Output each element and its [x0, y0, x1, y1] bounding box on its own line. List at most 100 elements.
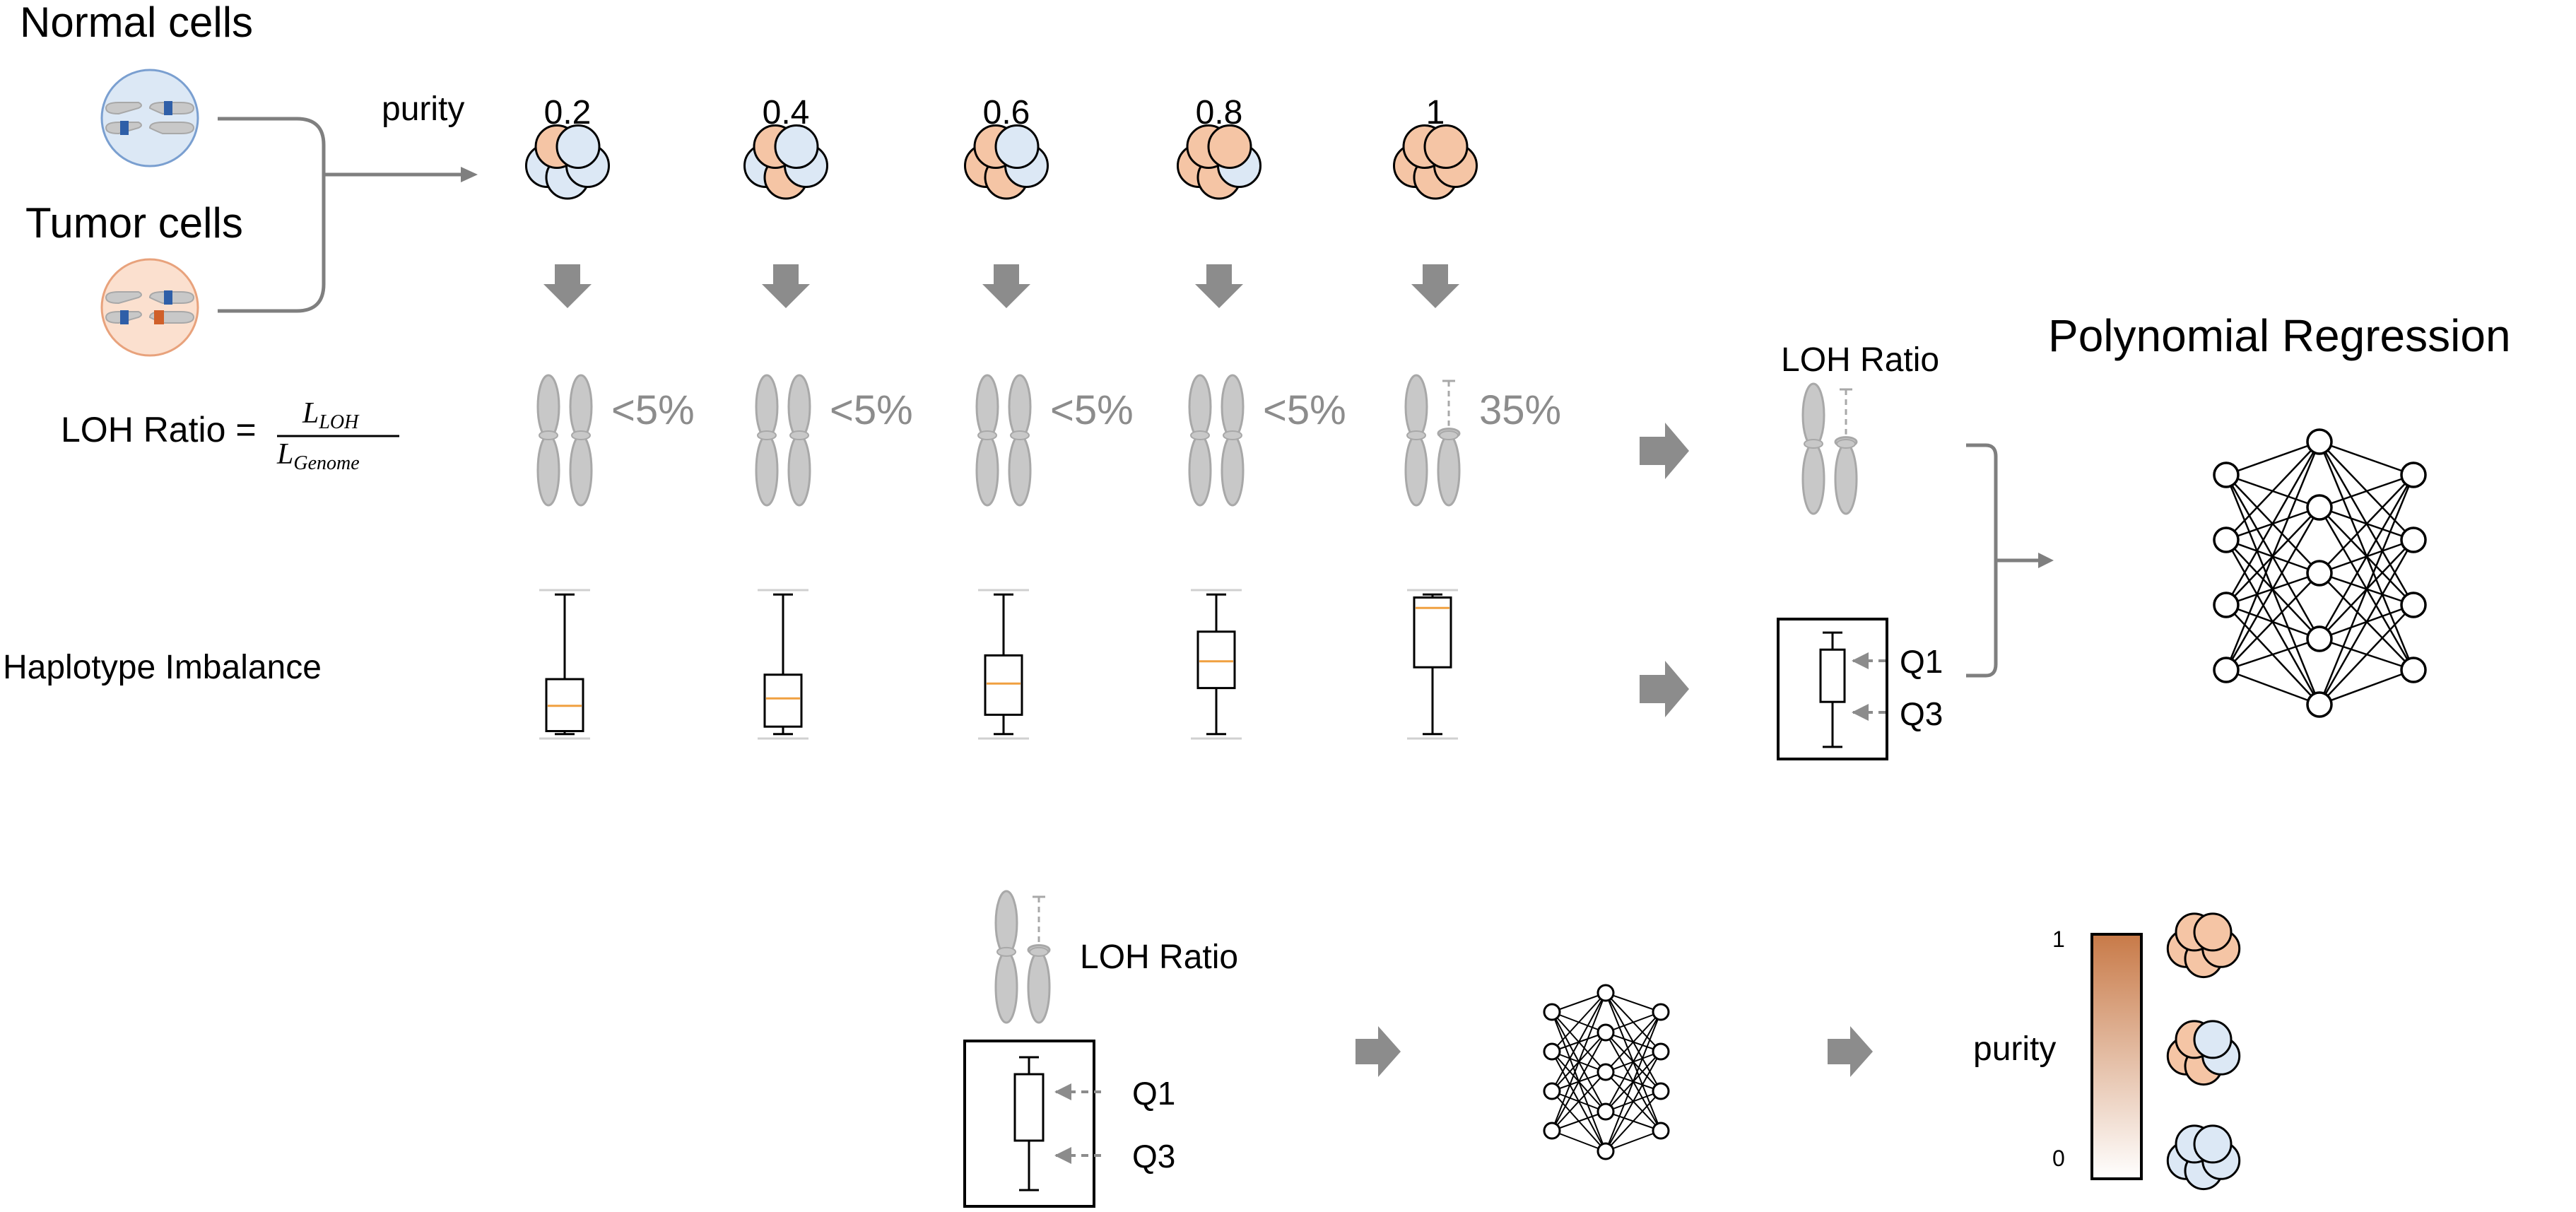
tumor-cell: [100, 258, 199, 357]
network-node: [1596, 1102, 1615, 1121]
network-node: [2400, 592, 2427, 618]
chromosome-arm: [1437, 434, 1461, 507]
loh-ratio-formula: LOH Ratio = LLOH LGenome: [61, 397, 399, 474]
feature-loh-ratio-label: LOH Ratio: [1781, 341, 1939, 379]
scale-max-label: 1: [2052, 926, 2065, 952]
network-edge: [1605, 1011, 1662, 1112]
chromosome-arm: [1801, 382, 1825, 448]
cell-mixture: [743, 124, 828, 200]
network-edge: [2225, 507, 2321, 671]
arrow-to-output: [1828, 1026, 1873, 1077]
network-node: [1596, 1142, 1615, 1160]
network-edge: [2225, 441, 2321, 606]
normal-cells-label: Normal cells: [20, 0, 253, 46]
network-node: [1596, 984, 1615, 1002]
network-node: [2306, 625, 2333, 652]
network-node: [1652, 1042, 1670, 1061]
network-edge: [2319, 669, 2414, 706]
output-purity-label: purity: [1973, 1030, 2056, 1068]
tumor-cells-label: Tumor cells: [25, 199, 243, 247]
feature-boxplot: [1819, 631, 1846, 748]
feature-loh-chromosome: [1801, 382, 1858, 515]
haplotype-imbalance-boxplot: [1407, 589, 1458, 740]
regression-bracket: [1966, 443, 2041, 678]
purity-column: 0.4<5%: [743, 94, 913, 740]
iqr-box: [1013, 1073, 1045, 1142]
feature-q3-label: Q3: [1900, 695, 1943, 732]
feature-q1-label: Q1: [1900, 643, 1943, 680]
cell-mixture: [1177, 124, 1261, 200]
normal-chromosome-pair: [105, 101, 195, 135]
purity-gradient-scale: [2090, 933, 2143, 1180]
chromosome-arm: [755, 374, 779, 440]
chromosome-arm: [1221, 374, 1245, 440]
network-nodes: [2213, 428, 2427, 718]
input-q3-pointer: [1054, 1147, 1102, 1164]
loh-percentage: <5%: [611, 387, 695, 433]
network-node: [1652, 1082, 1670, 1100]
quartile-boxplot: [1013, 1056, 1045, 1192]
normal-cell-dot: [555, 124, 601, 169]
loh-percentage: 35%: [1479, 387, 1561, 433]
mid-purity-cells: [2166, 1020, 2241, 1086]
chromosome-pair: [536, 374, 593, 507]
network-edge: [2225, 441, 2321, 671]
loh-ratio-denominator: LGenome: [276, 438, 360, 474]
network-edge: [1605, 1051, 1662, 1152]
cell-mixture: [964, 124, 1049, 200]
down-arrow: [1195, 264, 1243, 308]
chromosome-arm: [755, 434, 779, 507]
regression-arrowhead: [2038, 553, 2054, 568]
network-edge: [1551, 992, 1606, 1052]
mixing-bracket: [218, 117, 466, 313]
network-edge: [1605, 1011, 1662, 1073]
chromosome-arm: [569, 374, 593, 440]
network-edge: [1551, 1071, 1606, 1131]
centromere: [789, 430, 809, 440]
network-edge: [2319, 473, 2414, 509]
input-loh-chromosome: [994, 890, 1051, 1024]
chromosome-arm: [536, 374, 560, 440]
loh-chromosome-pair: [1801, 382, 1858, 515]
output-cell-clusters: [2166, 912, 2241, 1191]
network-node: [2306, 691, 2333, 718]
centromere: [1190, 430, 1210, 440]
network-nodes: [1543, 984, 1670, 1160]
tumor-cell-dot: [2193, 912, 2233, 952]
network-node: [1543, 1042, 1561, 1061]
chromosome-pair: [1404, 374, 1461, 507]
normal-cell-dot: [774, 124, 819, 169]
network-node: [1543, 1122, 1561, 1140]
network-edge: [2319, 440, 2414, 476]
trained-model-network: [1543, 984, 1670, 1160]
centromere: [1029, 946, 1049, 957]
network-edges: [1551, 992, 1662, 1152]
down-arrow: [762, 264, 810, 308]
purity-column: 135%: [1393, 94, 1561, 740]
network-edge: [2225, 441, 2320, 541]
chromosome-arm: [1221, 434, 1245, 507]
centromere: [757, 430, 777, 440]
chromosome-arm: [994, 890, 1018, 956]
normal-cell: [100, 69, 199, 167]
arrow-to-hi-feature: [1640, 661, 1689, 717]
haplotype-imbalance-boxplot: [978, 589, 1029, 740]
iqr-box: [1196, 630, 1236, 690]
network-edges: [2225, 440, 2415, 706]
network-node: [2213, 592, 2240, 618]
chromosome-arm: [787, 434, 811, 507]
input-q1-label: Q1: [1132, 1075, 1175, 1112]
iqr-box: [984, 654, 1023, 716]
network-edge: [2225, 669, 2320, 706]
iqr-box: [1413, 596, 1452, 669]
network-edge: [2318, 474, 2415, 640]
network-edge: [1605, 1011, 1662, 1152]
network-edge: [2319, 474, 2414, 574]
regression-network: [2213, 428, 2427, 718]
chromosome-arm: [1008, 374, 1032, 440]
network-edge: [1605, 1090, 1662, 1152]
chromosome-arm: [975, 434, 999, 507]
network-node: [1543, 1003, 1561, 1021]
centromere: [1804, 439, 1823, 449]
